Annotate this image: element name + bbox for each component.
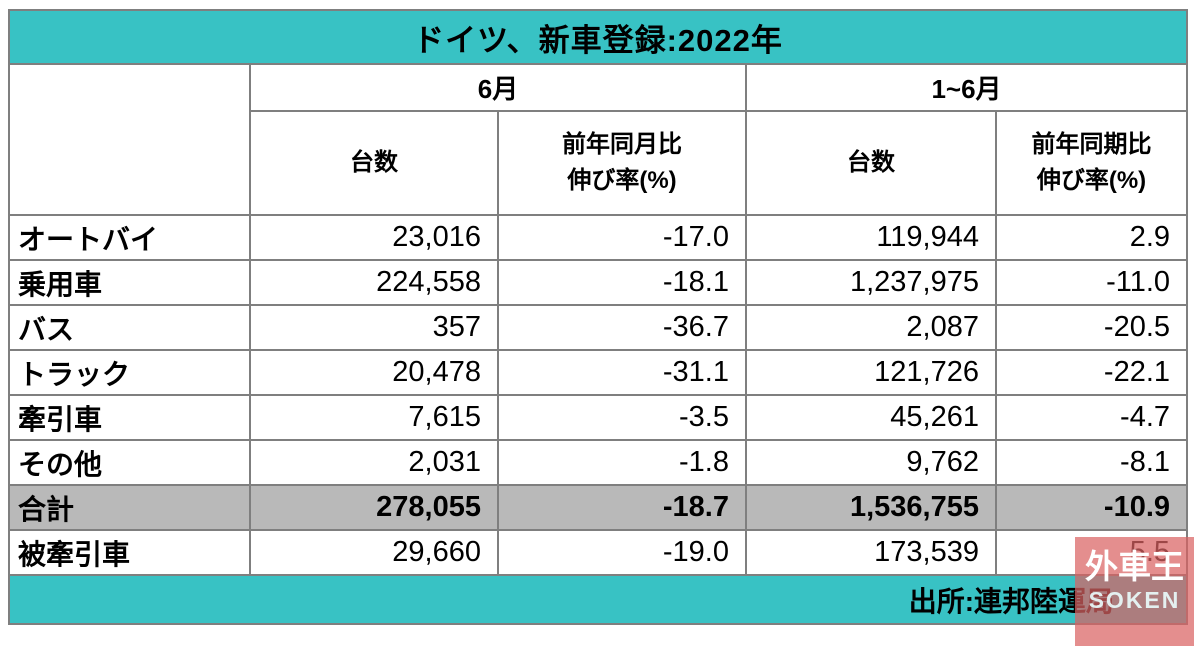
corner-cell <box>8 63 251 216</box>
row-label: オートバイ <box>8 214 251 261</box>
cell-june-yoy: -36.7 <box>497 304 747 351</box>
cell-june-units: 20,478 <box>249 349 499 396</box>
column-header-jan-jun-yoy: 前年同期比 伸び率(%) <box>994 110 1189 216</box>
column-header-june-units: 台数 <box>249 110 499 216</box>
table-row-tractor: 牽引車 7,615 -3.5 45,261 -4.7 <box>8 394 1189 441</box>
cell-jan-jun-yoy: -8.1 <box>994 439 1189 486</box>
cell-jan-jun-units: 2,087 <box>745 304 997 351</box>
cell-june-units: 2,031 <box>249 439 499 486</box>
row-label: バス <box>8 304 251 351</box>
cell-jan-jun-yoy: 2.9 <box>994 214 1189 261</box>
cell-june-yoy: -31.1 <box>497 349 747 396</box>
title-row: ドイツ、新車登録:2022年 <box>7 9 1189 65</box>
cell-june-yoy: -19.0 <box>497 529 747 576</box>
cell-jan-jun-units: 9,762 <box>745 439 997 486</box>
row-label: 被牽引車 <box>8 529 251 576</box>
row-label: トラック <box>8 349 251 396</box>
row-label: その他 <box>8 439 251 486</box>
cell-jan-jun-yoy: -11.0 <box>994 259 1189 306</box>
source-note: 出所:連邦陸運局 <box>7 574 1189 625</box>
table-row-trailer: 被牽引車 29,660 -19.0 173,539 5.5 <box>8 529 1189 576</box>
cell-jan-jun-yoy: -22.1 <box>994 349 1189 396</box>
cell-june-units: 7,615 <box>249 394 499 441</box>
cell-jan-jun-yoy: -10.9 <box>994 484 1189 531</box>
column-header-june-yoy: 前年同月比 伸び率(%) <box>497 110 747 216</box>
cell-june-units: 357 <box>249 304 499 351</box>
cell-june-units: 278,055 <box>249 484 499 531</box>
row-label: 牽引車 <box>8 394 251 441</box>
cell-june-units: 224,558 <box>249 259 499 306</box>
cell-june-units: 23,016 <box>249 214 499 261</box>
table-row-passenger-car: 乗用車 224,558 -18.1 1,237,975 -11.0 <box>8 259 1189 306</box>
cell-june-units: 29,660 <box>249 529 499 576</box>
cell-jan-jun-units: 45,261 <box>745 394 997 441</box>
footer-row: 出所:連邦陸運局 <box>7 574 1189 625</box>
cell-june-yoy: -17.0 <box>497 214 747 261</box>
table-row-other: その他 2,031 -1.8 9,762 -8.1 <box>8 439 1189 486</box>
cell-june-yoy: -1.8 <box>497 439 747 486</box>
column-group-june: 6月 <box>249 63 747 112</box>
table-title: ドイツ、新車登録:2022年 <box>7 9 1189 65</box>
cell-jan-jun-units: 1,237,975 <box>745 259 997 306</box>
column-header-jan-jun-units: 台数 <box>745 110 997 216</box>
table-row-truck: トラック 20,478 -31.1 121,726 -22.1 <box>8 349 1189 396</box>
cell-jan-jun-units: 119,944 <box>745 214 997 261</box>
table-row-bus: バス 357 -36.7 2,087 -20.5 <box>8 304 1189 351</box>
column-header-row: 台数 前年同月比 伸び率(%) 台数 前年同期比 伸び率(%) <box>9 110 1189 216</box>
watermark-sub-text: SOKEN <box>1088 587 1181 613</box>
registrations-table: ドイツ、新車登録:2022年 6月 1~6月 台数 前年同月比 伸び率(%) 台… <box>7 9 1189 625</box>
column-group-row: 6月 1~6月 <box>8 63 1189 216</box>
cell-jan-jun-yoy: -4.7 <box>994 394 1189 441</box>
table-row-motorcycle: オートバイ 23,016 -17.0 119,944 2.9 <box>8 214 1189 261</box>
watermark-brand-text: 外車王 <box>1085 548 1184 585</box>
cell-jan-jun-yoy: -20.5 <box>994 304 1189 351</box>
cell-jan-jun-units: 121,726 <box>745 349 997 396</box>
row-label: 乗用車 <box>8 259 251 306</box>
table-row-total: 合計 278,055 -18.7 1,536,755 -10.9 <box>8 484 1189 531</box>
cell-june-yoy: -18.1 <box>497 259 747 306</box>
cell-jan-jun-units: 173,539 <box>745 529 997 576</box>
cell-june-yoy: -3.5 <box>497 394 747 441</box>
cell-june-yoy: -18.7 <box>497 484 747 531</box>
row-label: 合計 <box>8 484 251 531</box>
soken-watermark: 外車王 SOKEN <box>1075 537 1194 646</box>
column-group-jan-jun: 1~6月 <box>744 63 1189 112</box>
cell-jan-jun-units: 1,536,755 <box>745 484 997 531</box>
